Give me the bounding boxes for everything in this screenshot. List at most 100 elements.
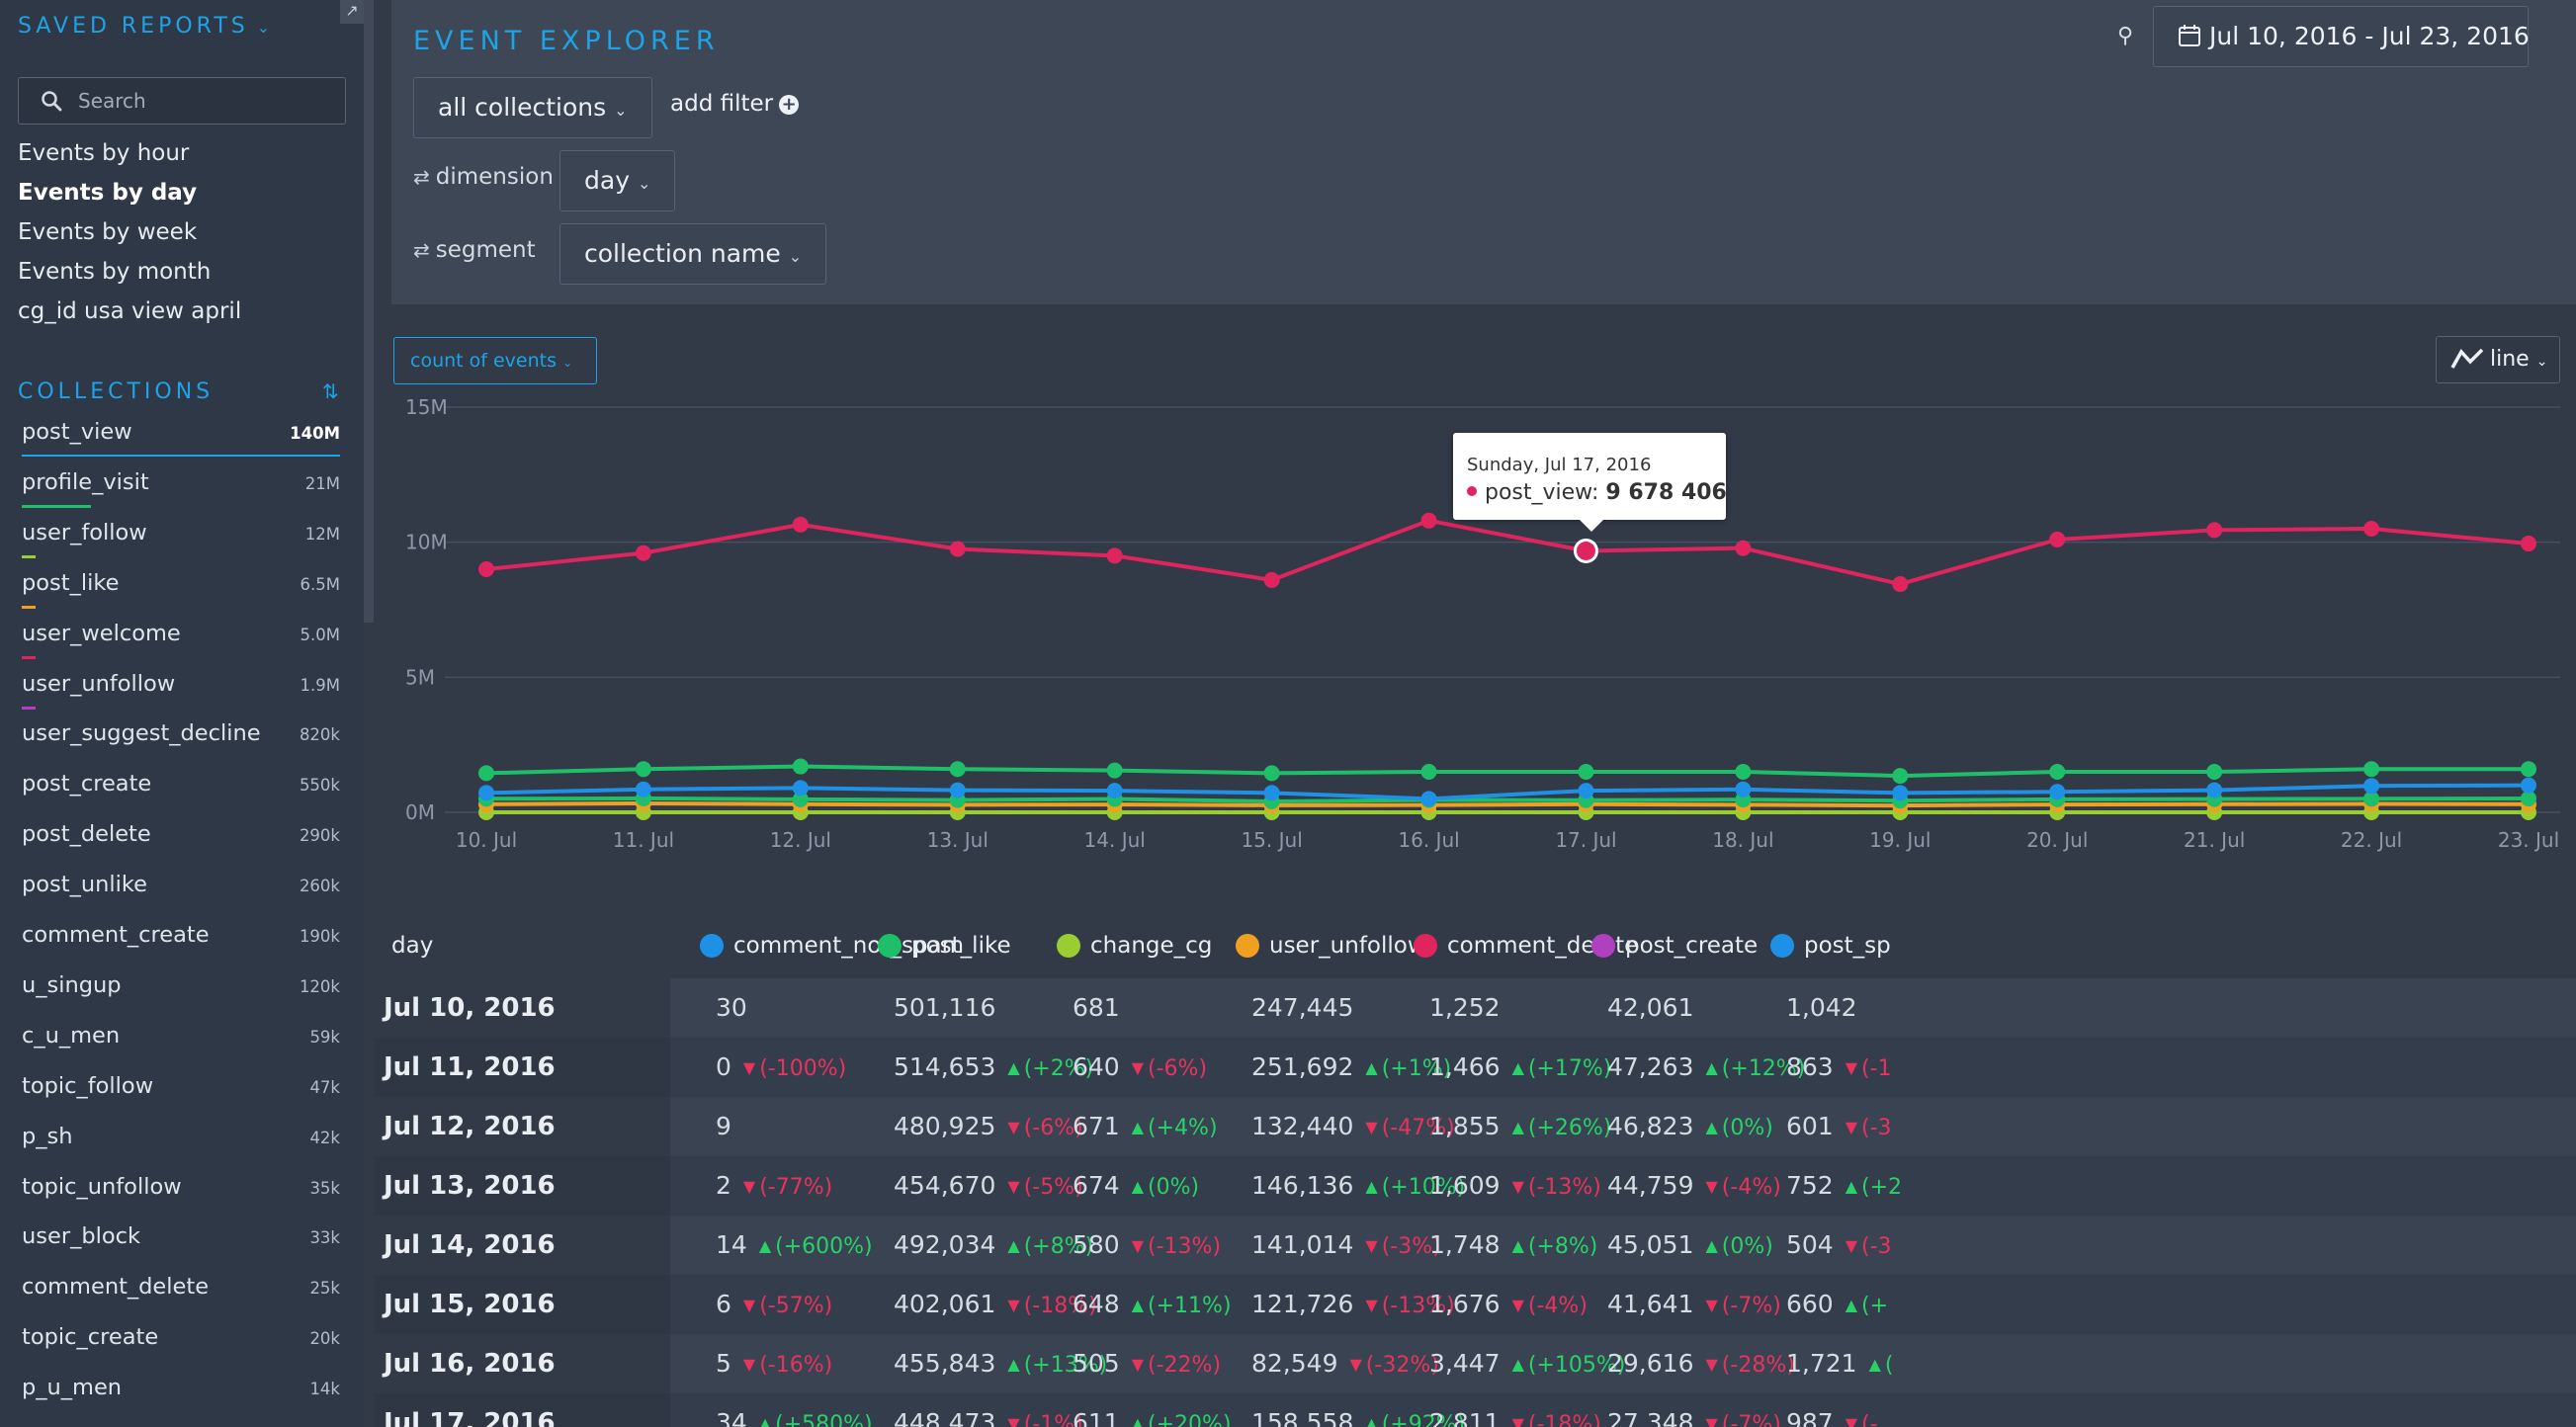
collection-item[interactable]: user_unfollow 1.9M (22, 671, 340, 721)
collection-item[interactable]: user_welcome 5.0M (22, 621, 340, 671)
collection-item[interactable]: topic_follow 47k (22, 1073, 340, 1124)
sidebar-scrollbar[interactable] (364, 0, 374, 623)
collection-count: 35k (309, 1178, 340, 1198)
triangle-down-icon: ▼ (742, 1177, 756, 1196)
cell-change: ▼ (-13%) (1365, 1294, 1454, 1318)
x-tick-label: 21. Jul (2184, 828, 2245, 852)
cell-change: ▲ (0%) (1705, 1116, 1772, 1140)
search-input[interactable] (78, 86, 335, 116)
change-percent: (-57%) (759, 1294, 833, 1318)
cell-change: ▲( (1869, 1353, 1894, 1378)
dimension-dropdown[interactable]: day ⌄ (559, 150, 676, 211)
triangle-up-icon: ▲ (1131, 1118, 1145, 1136)
table-cell: 44,759 ▼ (-4%) (1607, 1156, 1781, 1216)
day-column-header[interactable]: day (391, 933, 434, 959)
change-percent: (-100%) (759, 1056, 847, 1081)
chart-type-dropdown[interactable]: line ⌄ (2436, 336, 2560, 383)
column-header[interactable]: comment_not_spam (700, 933, 964, 959)
table-cell: 1,748 ▲ (+8%) (1429, 1216, 1597, 1275)
saved-reports-toggle[interactable]: SAVED REPORTS ⌄ (18, 14, 274, 39)
collections-dropdown[interactable]: all collections ⌄ (413, 77, 652, 138)
data-point-profile_visit (1263, 765, 1280, 782)
collection-item[interactable]: post_delete 290k (22, 821, 340, 872)
cell-value: 640 (1073, 1052, 1120, 1081)
cell-change: ▼ (-4%) (1705, 1175, 1780, 1200)
cell-change: ▲ (+26%) (1512, 1116, 1612, 1140)
shuffle-icon: ⇄ (413, 165, 430, 189)
cell-change: ▲ (+ (1846, 1294, 1888, 1318)
collection-item[interactable]: comment_delete 25k (22, 1274, 340, 1324)
triangle-down-icon: ▼ (1705, 1414, 1718, 1427)
header-panel: EVENT EXPLORER all collections ⌄ add filt… (391, 0, 2576, 304)
triangle-up-icon: ▲ (1007, 1236, 1020, 1255)
triangle-down-icon: ▼ (742, 1355, 756, 1374)
cell-change: ▼ (-1%) (1007, 1412, 1082, 1427)
sort-icon[interactable]: ⇅ (322, 379, 339, 403)
date-range-picker[interactable]: Jul 10, 2016 - Jul 23, 2016 (2153, 6, 2530, 67)
collection-name: post_view (22, 419, 132, 445)
dimension-label-wrap: ⇄ dimension (413, 164, 554, 190)
collection-item[interactable]: post_view 140M (22, 419, 340, 469)
collection-item[interactable]: post_unlike 260k (22, 872, 340, 922)
page-title: EVENT EXPLORER (413, 26, 720, 56)
report-cg-id-usa-view-april[interactable]: cg_id usa view april (18, 298, 242, 324)
collection-item[interactable]: post_create 550k (22, 771, 340, 821)
report-events-by-day[interactable]: Events by day (18, 180, 198, 206)
change-percent: (-16%) (759, 1353, 833, 1378)
report-events-by-week[interactable]: Events by week (18, 219, 198, 245)
collection-item[interactable]: p_sh 42k (22, 1124, 340, 1174)
cell-value: 132,440 (1251, 1112, 1354, 1140)
y-tick-label: 15M (405, 395, 448, 419)
cell-value: 41,641 (1607, 1290, 1694, 1318)
change-percent: (+17%) (1527, 1056, 1612, 1081)
report-events-by-month[interactable]: Events by month (18, 259, 212, 285)
collections-dropdown-label: all collections (438, 93, 607, 122)
collection-item[interactable]: user_follow 12M (22, 520, 340, 570)
collection-item[interactable]: profile_visit 21M (22, 469, 340, 520)
cell-value: 5 (716, 1349, 731, 1378)
segment-dropdown[interactable]: collection name ⌄ (559, 223, 827, 285)
table-cell: 146,136 ▲ (+10%) (1251, 1156, 1465, 1216)
collection-item[interactable]: p_u_men 14k (22, 1375, 340, 1425)
change-percent: (0%) (1721, 1234, 1773, 1259)
change-percent: (0%) (1721, 1116, 1773, 1140)
report-events-by-hour[interactable]: Events by hour (18, 140, 190, 166)
collection-item[interactable]: user_suggest_decline 820k (22, 720, 340, 771)
column-header-label: comment_not_spam (733, 933, 965, 959)
data-point-post_view (1420, 512, 1437, 529)
pin-icon[interactable]: ⚲ (2117, 24, 2134, 48)
collapse-sidebar-icon[interactable]: ↗ (340, 0, 364, 24)
x-tick-label: 22. Jul (2341, 828, 2402, 852)
column-header[interactable]: post_like (878, 933, 1011, 959)
collection-item[interactable]: u_singup 120k (22, 972, 340, 1023)
data-point-post_like (2363, 791, 2380, 807)
change-percent: (-4%) (1721, 1175, 1781, 1200)
triangle-down-icon: ▼ (1845, 1118, 1858, 1136)
cell-value: 454,670 (894, 1171, 996, 1200)
change-percent: (+105%) (1527, 1353, 1626, 1378)
cell-value: 1,466 (1429, 1052, 1501, 1081)
cell-value: 1,609 (1429, 1171, 1501, 1200)
triangle-up-icon: ▲ (758, 1236, 772, 1255)
collection-name: topic_follow (22, 1072, 154, 1099)
collection-count: 12M (304, 524, 340, 544)
collection-item[interactable]: topic_unfollow 35k (22, 1174, 340, 1224)
table-cell: 5 ▼ (-16%) (716, 1334, 832, 1393)
cell-value: 1,748 (1429, 1230, 1501, 1259)
table-cell: 141,014 ▼ (-3%) (1251, 1216, 1441, 1275)
add-filter-button[interactable]: add filter + (670, 91, 800, 117)
collection-item[interactable]: c_u_men 59k (22, 1023, 340, 1073)
change-percent: (-3 (1861, 1116, 1892, 1140)
column-header[interactable]: change_cg (1057, 933, 1212, 959)
table-cell: 30 (716, 978, 747, 1038)
cell-value: 82,549 (1251, 1349, 1338, 1378)
collection-item[interactable]: comment_create 190k (22, 922, 340, 972)
metric-dropdown[interactable]: count of events ⌄ (393, 337, 597, 384)
collection-item[interactable]: post_like 6.5M (22, 570, 340, 621)
collection-item[interactable]: topic_create 20k (22, 1324, 340, 1375)
column-header[interactable]: post_sp (1770, 933, 1891, 959)
collection-item[interactable]: user_block 33k (22, 1223, 340, 1274)
column-header[interactable]: post_create (1591, 933, 1758, 959)
column-header[interactable]: user_unfollow (1236, 933, 1426, 959)
day-cell: Jul 15, 2016 (374, 1275, 670, 1334)
